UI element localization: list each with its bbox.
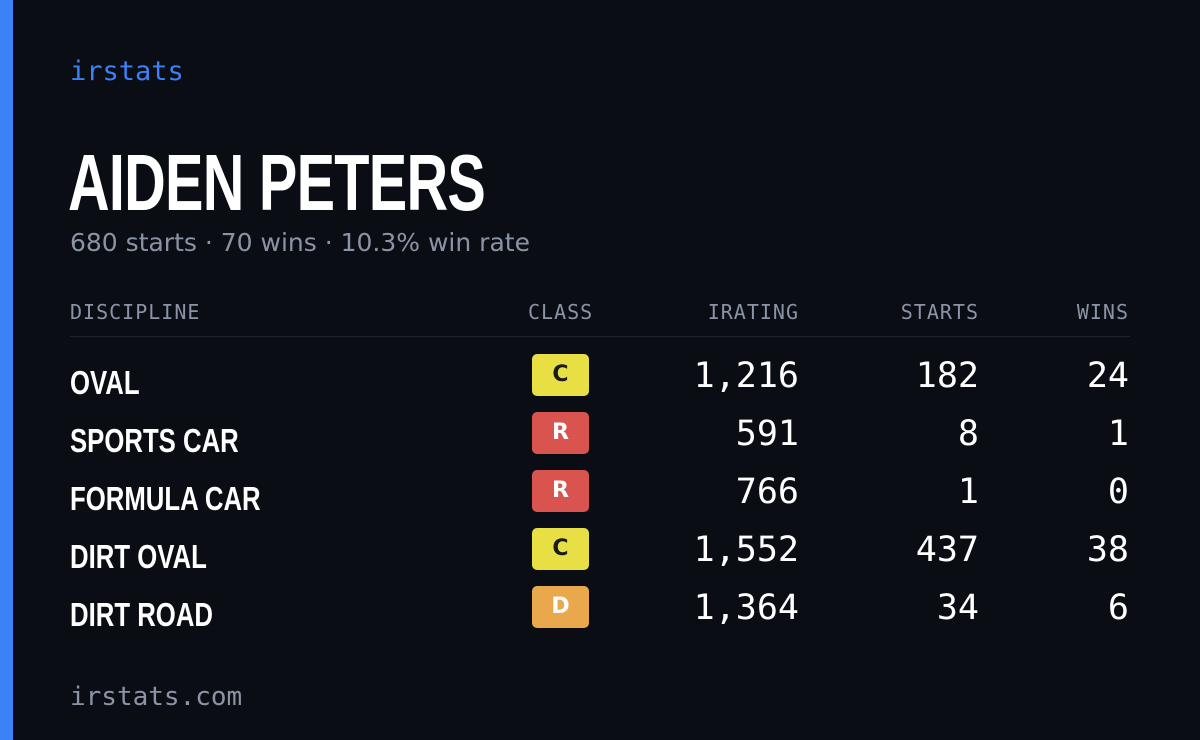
accent-bar (0, 0, 13, 740)
table-row: OVAL C 1,216 182 24 (70, 352, 1130, 410)
starts-value: 1 (957, 472, 979, 512)
discipline-name: DIRT OVAL (70, 538, 207, 575)
wins-value: 6 (1107, 588, 1129, 628)
table-row: FORMULA CAR R 766 1 0 (70, 468, 1130, 526)
wins-value: 1 (1107, 414, 1129, 454)
starts-value: 34 (936, 588, 979, 628)
table-row: DIRT ROAD D 1,364 34 6 (70, 584, 1130, 642)
header-starts: STARTS (900, 300, 979, 324)
header-irating: IRATING (707, 300, 799, 324)
discipline-name: OVAL (70, 364, 140, 401)
irating-value: 1,552 (693, 530, 799, 570)
header-wins: WINS (1076, 300, 1129, 324)
table-row: DIRT OVAL C 1,552 437 38 (70, 526, 1130, 584)
license-class-badge: R (532, 470, 589, 512)
irating-value: 591 (735, 414, 799, 454)
starts-value: 8 (957, 414, 979, 454)
starts-value: 437 (915, 530, 979, 570)
discipline-name: DIRT ROAD (70, 596, 213, 633)
discipline-name: FORMULA CAR (70, 480, 261, 517)
discipline-name: SPORTS CAR (70, 422, 239, 459)
license-class-badge: C (532, 354, 589, 396)
wins-value: 38 (1086, 530, 1129, 570)
driver-name: AIDEN PETERS (68, 138, 486, 227)
table-row: SPORTS CAR R 591 8 1 (70, 410, 1130, 468)
wins-value: 0 (1107, 472, 1129, 512)
table-header: DISCIPLINE CLASS IRATING STARTS WINS (70, 300, 1130, 337)
stats-table-body: OVAL C 1,216 182 24 SPORTS CAR R 591 8 1… (70, 352, 1130, 642)
irating-value: 1,216 (693, 356, 799, 396)
license-class-badge: R (532, 412, 589, 454)
irating-value: 766 (735, 472, 799, 512)
license-class-badge: C (532, 528, 589, 570)
starts-value: 182 (915, 356, 979, 396)
header-discipline: DISCIPLINE (70, 300, 201, 324)
irating-value: 1,364 (693, 588, 799, 628)
driver-summary: 680 starts · 70 wins · 10.3% win rate (70, 228, 530, 257)
brand-logo-text[interactable]: irstats (70, 56, 184, 87)
license-class-badge: D (532, 586, 589, 628)
wins-value: 24 (1086, 356, 1129, 396)
footer-url-link[interactable]: irstats.com (70, 682, 243, 712)
header-class: CLASS (528, 300, 594, 324)
